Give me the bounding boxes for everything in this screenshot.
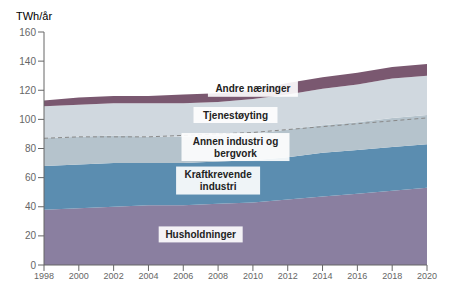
svg-text:2018: 2018	[382, 271, 402, 281]
svg-text:20: 20	[25, 230, 37, 241]
svg-text:160: 160	[19, 27, 36, 38]
svg-text:2020: 2020	[417, 271, 437, 281]
svg-text:0: 0	[30, 260, 36, 271]
svg-text:Tjenestøyting: Tjenestøyting	[203, 110, 268, 121]
svg-text:2000: 2000	[69, 271, 89, 281]
svg-text:2014: 2014	[313, 271, 333, 281]
svg-text:Husholdninger: Husholdninger	[165, 229, 236, 240]
html-text:TWh/år: TWh/år	[16, 10, 53, 22]
svg-text:Annen industri ogbergvork: Annen industri ogbergvork	[193, 136, 279, 159]
svg-text:2004: 2004	[138, 271, 158, 281]
svg-text:2016: 2016	[347, 271, 367, 281]
svg-text:100: 100	[19, 114, 36, 125]
svg-text:Andre næringer: Andre næringer	[215, 83, 290, 94]
svg-text:2012: 2012	[278, 271, 298, 281]
svg-text:40: 40	[25, 201, 37, 212]
svg-text:2008: 2008	[208, 271, 228, 281]
svg-text:60: 60	[25, 172, 37, 183]
svg-text:Kraftkrevendeindustri: Kraftkrevendeindustri	[184, 169, 252, 192]
svg-text:2010: 2010	[243, 271, 263, 281]
svg-text:2006: 2006	[173, 271, 193, 281]
svg-text:140: 140	[19, 56, 36, 67]
svg-text:120: 120	[19, 85, 36, 96]
svg-text:2002: 2002	[104, 271, 124, 281]
svg-text:1998: 1998	[34, 271, 54, 281]
svg-text:80: 80	[25, 143, 37, 154]
